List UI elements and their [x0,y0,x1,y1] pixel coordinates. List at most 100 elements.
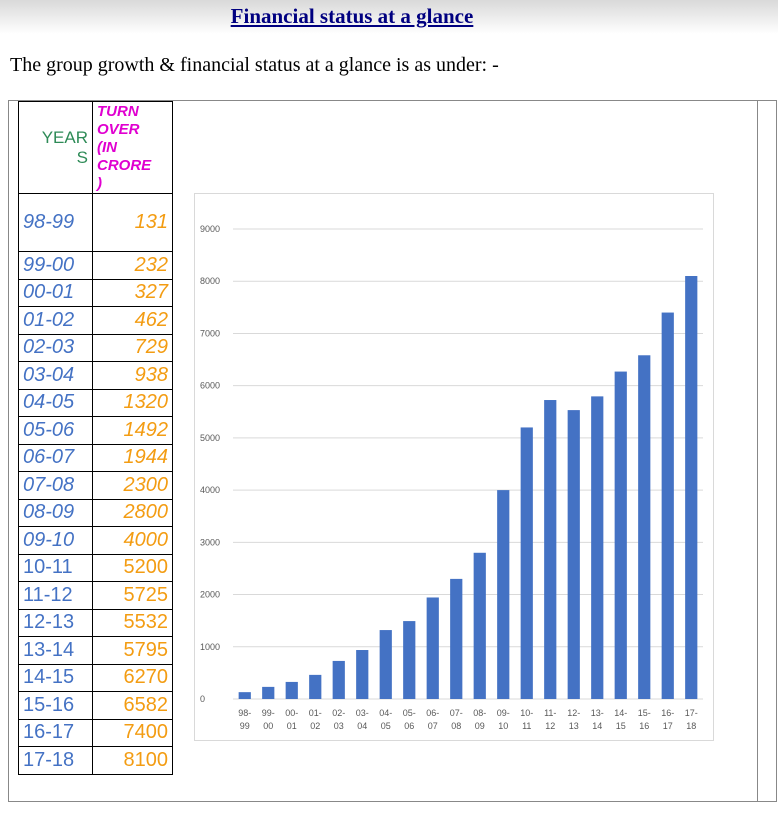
x-tick-label: 08- [473,708,486,718]
x-tick-label: 10 [498,721,508,731]
table-row: 00-01 327 [18,278,173,307]
year-cell: 14-15 [18,663,93,692]
year-header-line1: YEAR [41,127,88,147]
turnover-header-line: OVER [97,120,140,138]
year-cell: 98-99 [18,193,93,252]
bar [497,490,510,699]
x-tick-label: 04- [379,708,392,718]
x-tick-label: 12- [567,708,580,718]
x-tick-label: 00 [263,721,273,731]
page-title: Financial status at a glance [230,4,474,28]
year-cell: 15-16 [18,691,93,720]
turnover-cell: 8100 [92,746,173,775]
year-cell: 05-06 [18,416,93,445]
bar [262,686,275,699]
y-tick-label: 9000 [200,224,220,234]
turnover-header-line: CRORE [97,156,152,174]
x-tick-label: 15- [638,708,651,718]
turnover-header: TURN OVER (IN CRORE ) [92,101,173,194]
turnover-cell: 4000 [92,526,173,555]
y-tick-label: 1000 [200,642,220,652]
table-row: 09-10 4000 [18,526,173,555]
x-tick-label: 06 [404,721,414,731]
bar [356,650,369,699]
year-cell: 08-09 [18,498,93,527]
x-tick-label: 02- [332,708,345,718]
turnover-cell: 6582 [92,691,173,720]
year-cell: 16-17 [18,718,93,747]
x-tick-label: 14- [614,708,627,718]
bar [473,552,486,699]
bar [685,276,698,699]
bar [450,578,463,699]
year-cell: 01-02 [18,306,93,335]
year-cell: 09-10 [18,526,93,555]
turnover-header-line: ) [97,174,102,192]
turnover-cell: 1492 [92,416,173,445]
table-row: 05-06 1492 [18,416,173,445]
bar [332,660,345,699]
year-cell: 12-13 [18,608,93,637]
turnover-cell: 232 [92,251,173,280]
year-cell: 06-07 [18,443,93,472]
x-tick-label: 98- [238,708,251,718]
bar [567,410,580,699]
table-row: 01-02 462 [18,306,173,335]
turnover-cell: 327 [92,278,173,307]
y-tick-label: 4000 [200,485,220,495]
y-tick-label: 5000 [200,433,220,443]
bar [614,371,627,699]
turnover-cell: 462 [92,306,173,335]
turnover-cell: 5532 [92,608,173,637]
y-tick-label: 2000 [200,590,220,600]
table-row: 12-13 5532 [18,608,173,637]
content-frame [8,100,777,802]
year-header: YEAR S [18,101,93,194]
chart-svg: 010002000300040005000600070008000900098-… [200,224,703,731]
turnover-cell: 131 [92,193,173,252]
table-row: 10-11 5200 [18,553,173,582]
table-row: 14-15 6270 [18,663,173,692]
x-tick-label: 06- [426,708,439,718]
table-row: 17-18 8100 [18,746,173,775]
x-tick-label: 14 [592,721,602,731]
x-tick-label: 08 [451,721,461,731]
bar [544,400,557,699]
turnover-cell: 2800 [92,498,173,527]
x-tick-label: 13 [569,721,579,731]
bar [426,597,439,699]
year-cell: 17-18 [18,746,93,775]
x-tick-label: 17 [663,721,673,731]
top-bar [0,0,778,34]
x-tick-label: 02 [310,721,320,731]
table-row: 03-04 938 [18,361,173,390]
turnover-cell: 729 [92,333,173,362]
x-tick-label: 00- [285,708,298,718]
x-tick-label: 01 [287,721,297,731]
x-tick-label: 13- [591,708,604,718]
y-tick-label: 3000 [200,537,220,547]
bar [638,355,651,699]
year-cell: 07-08 [18,471,93,500]
turnover-cell: 938 [92,361,173,390]
x-tick-label: 03- [356,708,369,718]
table-row: 16-17 7400 [18,718,173,747]
turnover-cell: 6270 [92,663,173,692]
x-tick-label: 11- [544,708,556,718]
turnover-cell: 5200 [92,553,173,582]
table-header-row: YEAR S TURN OVER (IN CRORE ) [18,101,173,194]
x-tick-label: 10- [520,708,533,718]
y-tick-label: 8000 [200,276,220,286]
year-cell: 10-11 [18,553,93,582]
x-tick-label: 07- [450,708,463,718]
y-tick-label: 6000 [200,381,220,391]
x-tick-label: 16- [661,708,674,718]
table-row: 15-16 6582 [18,691,173,720]
year-cell: 02-03 [18,333,93,362]
y-tick-label: 7000 [200,328,220,338]
x-tick-label: 12 [545,721,555,731]
x-tick-label: 04 [357,721,367,731]
x-tick-label: 09 [475,721,485,731]
turnover-header-line: (IN [97,138,117,156]
year-cell: 99-00 [18,251,93,280]
